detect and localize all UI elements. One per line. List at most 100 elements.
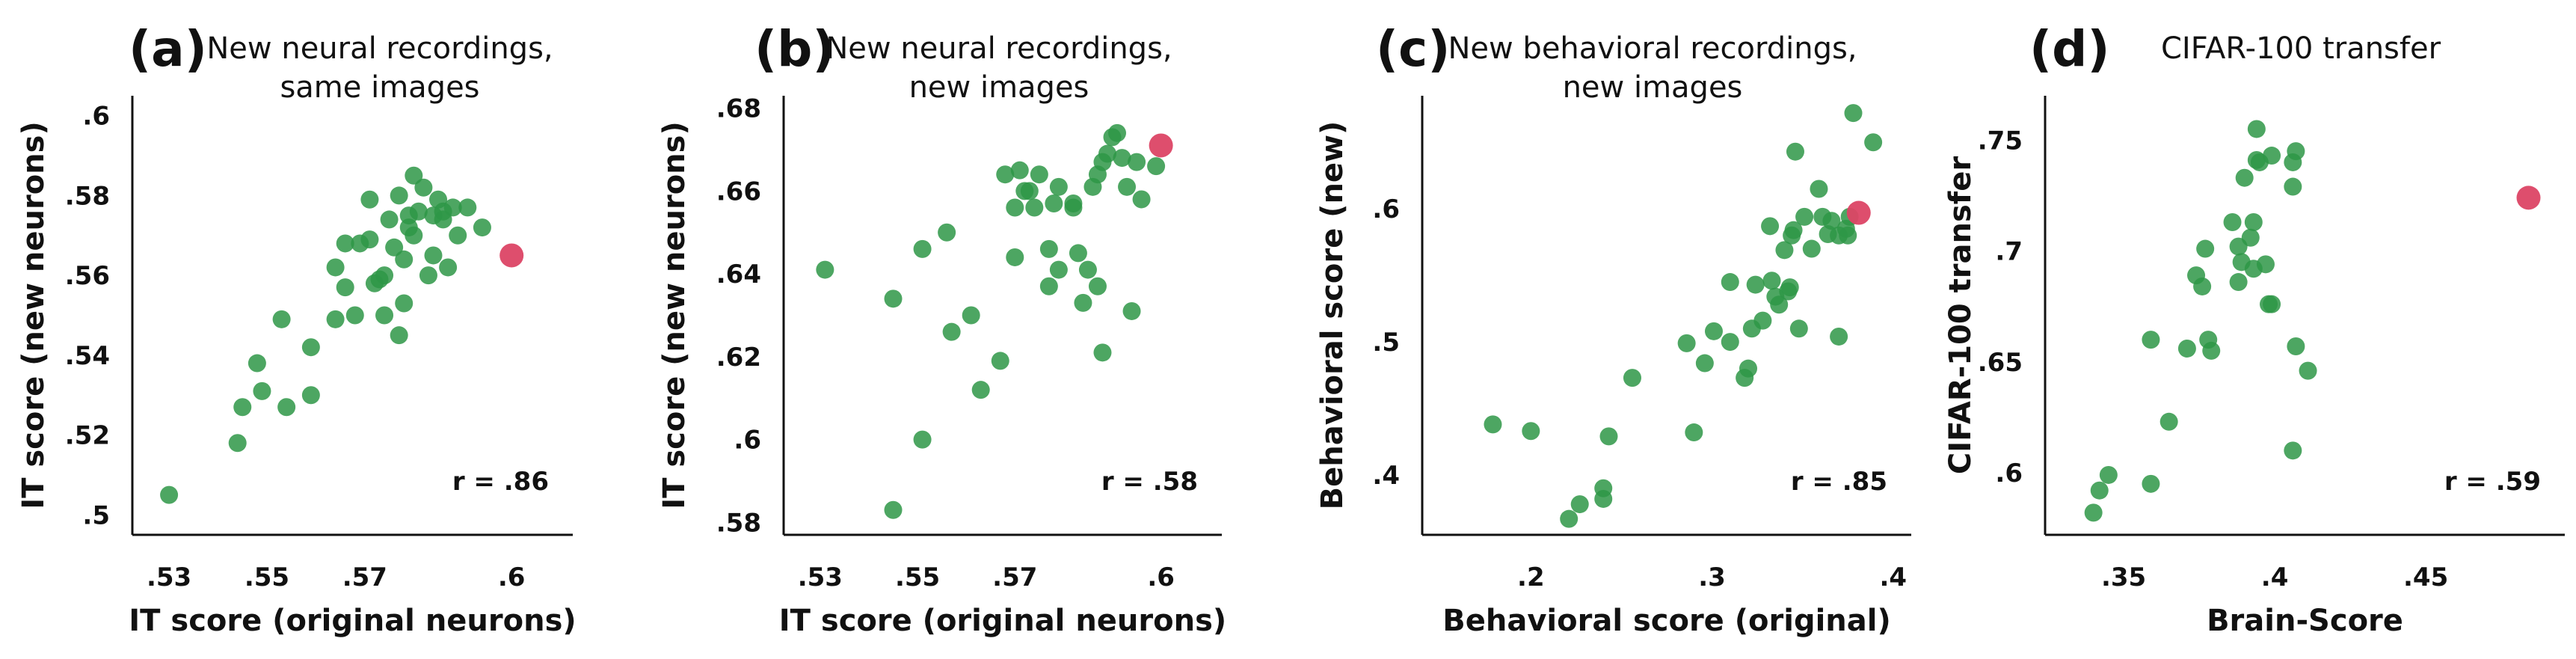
x-tick-label: .35 — [2101, 563, 2146, 592]
data-point — [1780, 278, 1799, 297]
data-point — [395, 250, 414, 269]
data-point — [390, 186, 408, 205]
data-point — [1762, 272, 1781, 290]
data-point — [443, 198, 462, 217]
data-point — [938, 223, 956, 242]
x-tick-label: .6 — [498, 563, 526, 592]
x-tick-label: .57 — [992, 563, 1037, 592]
x-tick-label: .2 — [1517, 563, 1545, 592]
y-tick-label: .58 — [65, 181, 110, 211]
chart-title: CIFAR-100 transfer — [2161, 31, 2441, 66]
data-point — [1010, 161, 1029, 180]
correlation-label: r = .85 — [1791, 467, 1887, 497]
chart-title: new images — [1563, 70, 1743, 105]
y-tick-label: .64 — [716, 260, 761, 289]
data-point — [1677, 334, 1696, 352]
data-point — [1784, 221, 1803, 239]
data-point — [913, 239, 932, 258]
data-point — [2244, 212, 2263, 231]
data-point — [1685, 423, 1703, 442]
x-tick-label: .55 — [245, 563, 289, 592]
data-point — [390, 326, 408, 345]
data-point — [2223, 212, 2242, 231]
data-point — [301, 386, 320, 405]
data-point — [1078, 260, 1097, 279]
data-point — [2142, 474, 2160, 493]
y-tick-label: .75 — [1978, 126, 2023, 156]
chart-title: new images — [909, 70, 1089, 105]
x-tick-label: .57 — [342, 563, 387, 592]
x-tick-label: .6 — [1147, 563, 1175, 592]
x-tick-label: .4 — [2261, 563, 2289, 592]
x-tick-label: .53 — [147, 563, 191, 592]
data-point — [2142, 331, 2160, 349]
data-point — [1599, 427, 1618, 446]
panel-letter: (a) — [129, 20, 207, 78]
data-point — [2299, 361, 2317, 380]
data-point — [971, 381, 990, 399]
data-point — [233, 398, 252, 417]
data-point — [1128, 153, 1146, 171]
correlation-label: r = .59 — [2444, 467, 2541, 497]
data-point — [449, 226, 467, 245]
data-point — [1802, 239, 1821, 258]
y-tick-label: .7 — [1995, 237, 2023, 267]
data-point — [2241, 228, 2260, 247]
y-tick-label: .65 — [1978, 348, 2023, 378]
data-point — [1594, 489, 1613, 508]
data-point — [1786, 142, 1804, 161]
data-point — [2263, 147, 2281, 165]
y-tick-label: .6 — [734, 426, 761, 456]
data-point — [1006, 198, 1024, 217]
y-tick-label: .66 — [716, 177, 761, 206]
y-axis-label: CIFAR-100 transfer — [1943, 156, 1978, 474]
data-point — [1761, 217, 1780, 236]
data-point — [1864, 133, 1883, 152]
data-point — [1746, 275, 1765, 294]
data-point — [1830, 327, 1848, 346]
chart-panel-2: .53 .55 .57 .6 .58 .6 .62 .64 .66 .68 IT score (or… — [657, 20, 1226, 638]
y-tick-label: .56 — [65, 261, 110, 291]
data-point — [991, 352, 1009, 370]
data-point — [2160, 412, 2178, 431]
data-point — [395, 294, 414, 313]
chart-panel-3: .2 .3 .4 .4 .5 .6 Behavioral score (original) B… — [1315, 20, 1911, 638]
data-point — [424, 246, 443, 265]
x-axis-label: IT score (original neurons) — [779, 604, 1226, 638]
data-point — [2090, 481, 2109, 500]
data-point — [277, 398, 296, 417]
data-point — [2229, 273, 2248, 292]
data-point — [1484, 415, 1502, 434]
data-point — [816, 260, 834, 279]
data-point — [2287, 142, 2305, 161]
data-point — [405, 226, 423, 245]
data-point — [1822, 212, 1841, 230]
correlation-label: r = .58 — [1101, 467, 1198, 497]
data-point — [380, 210, 399, 229]
data-point — [253, 381, 271, 400]
data-point — [1006, 248, 1024, 266]
x-axis-label: Brain-Score — [2207, 604, 2403, 638]
data-point — [345, 306, 364, 325]
data-point — [1522, 422, 1540, 441]
data-point — [2247, 120, 2266, 138]
data-point — [1074, 293, 1092, 312]
y-tick-label: .6 — [1995, 459, 2023, 488]
data-point — [1739, 359, 1757, 378]
data-point — [884, 289, 903, 308]
data-point — [962, 306, 980, 325]
data-point — [2099, 465, 2118, 484]
chart-title: New neural recordings, — [826, 31, 1172, 66]
y-tick-label: .5 — [1372, 328, 1400, 358]
data-point — [1049, 260, 1068, 279]
highlight-point — [1149, 133, 1173, 158]
data-point — [2287, 337, 2305, 356]
x-axis-label: Behavioral score (original) — [1442, 604, 1891, 638]
data-point — [2193, 277, 2212, 295]
data-point — [1623, 369, 1641, 387]
data-point — [1098, 144, 1116, 163]
data-point — [1810, 180, 1828, 198]
data-point — [1844, 104, 1863, 123]
data-point — [1093, 343, 1112, 362]
data-point — [1753, 311, 1772, 330]
